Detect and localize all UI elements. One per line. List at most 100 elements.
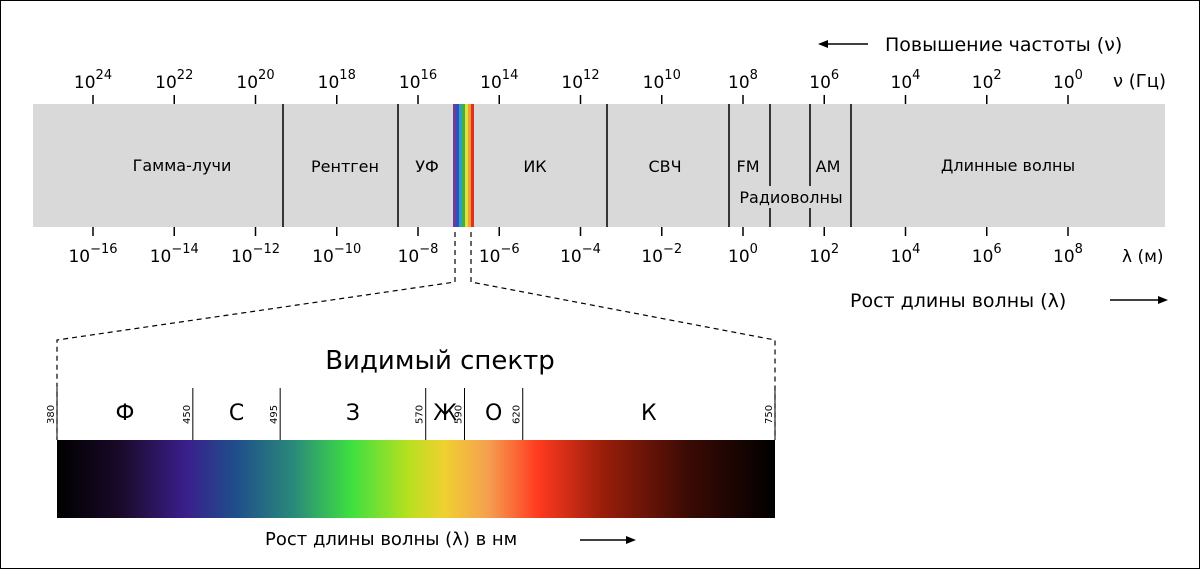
color-label: С: [229, 401, 244, 426]
tick-base: 10: [318, 73, 340, 93]
arrow-head: [818, 40, 828, 48]
tick-label: 10−10: [312, 242, 361, 267]
tick-exponent: 14: [502, 68, 519, 83]
tick-label: 102: [809, 242, 839, 267]
visible-title: Видимый спектр: [325, 346, 555, 376]
tick-label: 1018: [318, 68, 356, 93]
tick-exponent: 22: [177, 68, 194, 83]
tick-base: 10: [728, 73, 750, 93]
frequency-direction: Повышение частоты (ν): [885, 34, 1122, 56]
tick-exponent: 12: [583, 68, 600, 83]
tick-exponent: 4: [912, 68, 920, 83]
tick-label: 108: [728, 68, 758, 93]
tick-label: 1020: [236, 68, 274, 93]
tick-label: 10−6: [479, 242, 520, 267]
boundary-label: 570: [415, 405, 426, 424]
tick-exponent: 16: [421, 68, 438, 83]
tick-exponent: −8: [419, 242, 438, 257]
frequency-unit: ν (Гц): [1113, 71, 1166, 92]
boundary-label: 495: [269, 405, 280, 424]
band-label: Гамма-лучи: [133, 156, 232, 175]
tick-exponent: 2: [993, 68, 1001, 83]
arrow-head: [1158, 296, 1168, 304]
rainbow: [453, 104, 474, 227]
tick-base: 10: [312, 247, 334, 267]
tick-base: 10: [643, 73, 665, 93]
band-label: Длинные волны: [941, 156, 1075, 175]
arrow-head: [626, 536, 636, 544]
tick-label: 1010: [643, 68, 681, 93]
color-label: З: [346, 401, 360, 426]
tick-exponent: −10: [334, 242, 361, 257]
tick-base: 10: [891, 247, 913, 267]
tick-exponent: −16: [90, 242, 117, 257]
tick-label: 104: [891, 242, 921, 267]
tick-exponent: 2: [831, 242, 839, 257]
tick-base: 10: [398, 247, 420, 267]
tick-exponent: 10: [664, 68, 681, 83]
band-label: FM: [736, 157, 759, 176]
tick-base: 10: [479, 247, 501, 267]
tick-exponent: 0: [750, 242, 758, 257]
boundary-label: 750: [764, 405, 775, 424]
band-dividers: [282, 104, 852, 227]
boundary-label: 380: [46, 405, 57, 424]
wavelength-direction: Рост длины волны (λ): [850, 290, 1066, 312]
tick-exponent: −2: [663, 242, 682, 257]
wavelength-unit: λ (м): [1122, 247, 1164, 267]
visible-direction: Рост длины волны (λ) в нм: [265, 529, 517, 550]
tick-label: 102: [972, 68, 1002, 93]
tick-exponent: 0: [1075, 68, 1083, 83]
color-label: К: [641, 401, 657, 426]
band-label: AM: [816, 157, 841, 176]
tick-base: 10: [641, 247, 663, 267]
band-label: ИК: [523, 157, 547, 176]
tick-base: 10: [809, 247, 831, 267]
tick-label: 106: [972, 242, 1002, 267]
tick-label: 1016: [399, 68, 437, 93]
label-bg: [731, 186, 850, 208]
tick-exponent: −12: [253, 242, 280, 257]
tick-base: 10: [972, 73, 994, 93]
tick-base: 10: [972, 247, 994, 267]
tick-base: 10: [809, 73, 831, 93]
tick-exponent: 18: [339, 68, 356, 83]
boundary-label: 450: [182, 405, 193, 424]
tick-exponent: 6: [831, 68, 839, 83]
tick-base: 10: [480, 73, 502, 93]
tick-base: 10: [231, 247, 253, 267]
tick-exponent: 24: [96, 68, 113, 83]
tick-label: 10−16: [68, 242, 117, 267]
boundary-label: 590: [454, 405, 465, 424]
tick-base: 10: [561, 73, 583, 93]
tick-base: 10: [891, 73, 913, 93]
color-label: Ж: [433, 401, 457, 426]
color-label: О: [485, 401, 502, 426]
tick-exponent: −4: [582, 242, 601, 257]
tick-base: 10: [68, 247, 90, 267]
visible-spectrum: [57, 440, 775, 518]
tick-label: 106: [809, 68, 839, 93]
tick-label: 1014: [480, 68, 518, 93]
band-label: Рентген: [311, 157, 379, 176]
color-label: Ф: [115, 401, 134, 426]
tick-base: 10: [236, 73, 258, 93]
band-label: Радиоволны: [739, 188, 842, 207]
tick-exponent: 20: [258, 68, 275, 83]
tick-label: 1022: [155, 68, 193, 93]
tick-exponent: −6: [500, 242, 519, 257]
tick-label: 10−2: [641, 242, 682, 267]
tick-exponent: 6: [993, 242, 1001, 257]
tick-base: 10: [155, 73, 177, 93]
band-label: УФ: [415, 157, 439, 176]
tick-base: 10: [74, 73, 96, 93]
tick-base: 10: [560, 247, 582, 267]
tick-label: 100: [1053, 68, 1083, 93]
tick-base: 10: [728, 247, 750, 267]
tick-label: 1024: [74, 68, 112, 93]
tick-label: 100: [728, 242, 758, 267]
spectrum-bar: [33, 104, 1165, 227]
tick-base: 10: [399, 73, 421, 93]
tick-label: 10−14: [150, 242, 199, 267]
tick-base: 10: [1053, 247, 1075, 267]
